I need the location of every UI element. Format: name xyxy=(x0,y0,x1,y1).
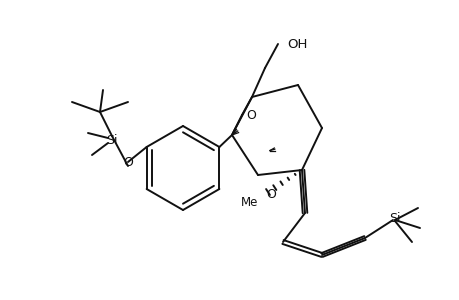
Text: Si: Si xyxy=(388,212,400,226)
Text: Si: Si xyxy=(106,134,118,146)
Text: O: O xyxy=(265,188,275,200)
Text: Me: Me xyxy=(240,196,257,208)
Text: O: O xyxy=(246,109,255,122)
Text: O: O xyxy=(123,155,133,169)
Text: OH: OH xyxy=(286,38,307,50)
